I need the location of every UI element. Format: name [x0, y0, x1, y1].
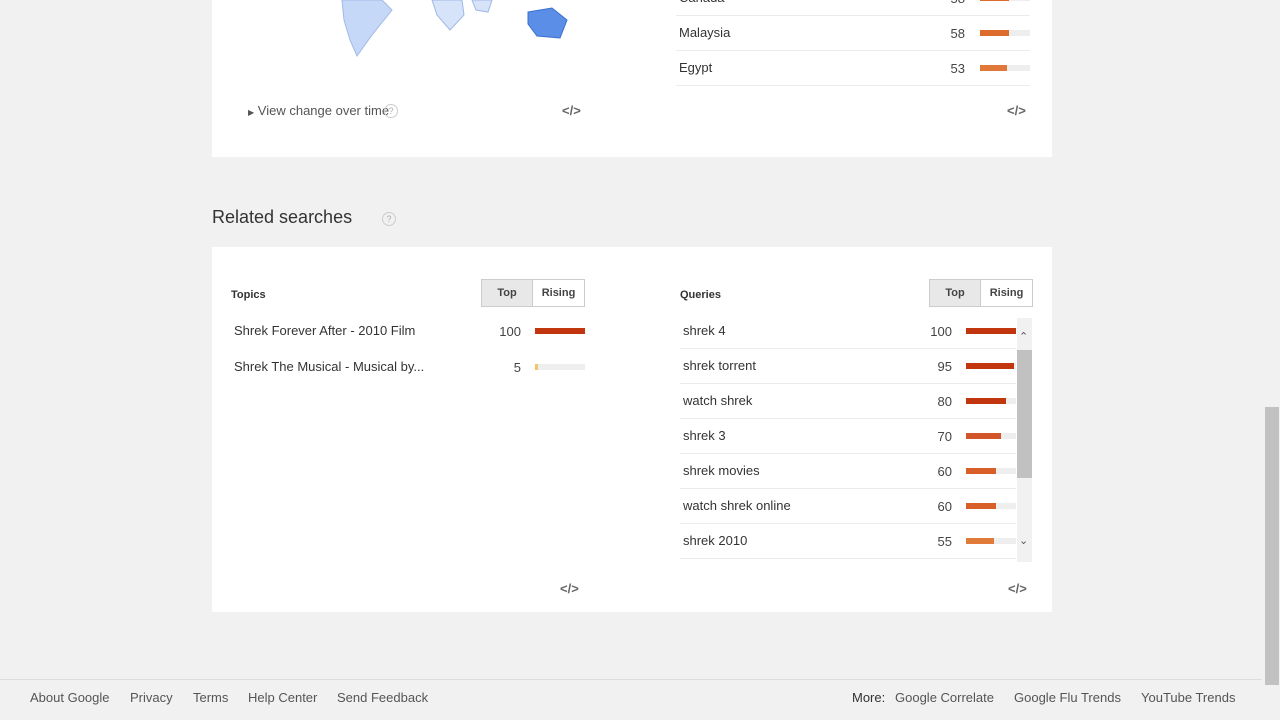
row-value: 55 [937, 534, 952, 549]
bar [966, 468, 996, 474]
footer-rule [0, 679, 1262, 680]
scroll-up[interactable]: ⌃ [1019, 331, 1029, 343]
row-label[interactable]: Shrek Forever After - 2010 Film [234, 323, 416, 338]
row-label[interactable]: watch shrek [683, 393, 753, 408]
row-label[interactable]: Malaysia [679, 25, 731, 40]
row-value: 58 [925, 0, 965, 6]
embed-icon[interactable]: </> [560, 581, 579, 596]
row-label[interactable]: shrek 3 [683, 428, 726, 443]
row-divider [680, 453, 1016, 454]
row-label[interactable]: Canada [679, 0, 725, 5]
row-label[interactable]: Egypt [679, 60, 713, 75]
panel-label: Queries [680, 289, 721, 301]
footer-link[interactable]: Terms [193, 690, 229, 705]
bar [535, 364, 538, 370]
row-divider [676, 50, 1030, 51]
row-label[interactable]: shrek torrent [683, 358, 756, 373]
bar [966, 363, 1014, 369]
row-divider [676, 15, 1030, 16]
tab[interactable]: Top [481, 279, 533, 307]
footer-link[interactable]: Google Flu Trends [1014, 690, 1121, 705]
row-divider [680, 383, 1016, 384]
page-scroll-thumb[interactable] [1265, 407, 1279, 685]
embed-icon[interactable]: </> [1007, 103, 1026, 118]
row-value: 53 [950, 61, 965, 76]
row-label[interactable]: shrek movies [683, 463, 760, 478]
view-change[interactable]: ▶ View change over time [248, 103, 390, 118]
tab[interactable]: Top [929, 279, 981, 307]
row-value: 80 [937, 394, 952, 409]
row-label[interactable]: watch shrek online [683, 498, 791, 513]
bar [966, 503, 996, 509]
row-divider [680, 558, 1016, 559]
bar [966, 538, 994, 544]
scroll-thumb[interactable] [1017, 350, 1032, 478]
scroll-down[interactable]: ⌄ [1019, 535, 1029, 547]
row-label[interactable]: shrek 2010 [683, 533, 748, 548]
bar-track [535, 364, 585, 370]
row-divider [680, 523, 1016, 524]
row-value: 100 [930, 324, 952, 339]
row-divider [680, 348, 1016, 349]
row-divider [680, 418, 1016, 419]
embed-icon[interactable]: </> [562, 103, 581, 118]
related-card: </> </> ⌃ ⌄ Topics Top Rising Queries Top Ris… [212, 247, 1052, 612]
footer-link[interactable]: YouTube Trends [1141, 690, 1236, 705]
help-icon[interactable]: ? [382, 212, 396, 226]
row-value: 5 [513, 360, 521, 375]
bar [980, 65, 1007, 71]
bar [535, 328, 585, 334]
footer-more: More: [852, 690, 886, 705]
footer-link[interactable]: Help Center [248, 690, 318, 705]
row-value: 100 [499, 324, 521, 339]
panel-label: Topics [231, 289, 266, 301]
geo-card: ▶ View change over time ? </> </> Canada… [212, 0, 1052, 157]
row-value: 60 [937, 499, 952, 514]
bar [980, 0, 1009, 1]
row-value: 70 [937, 429, 952, 444]
row-label[interactable]: shrek 4 [683, 323, 726, 338]
map [341, 0, 568, 58]
row-value: 58 [950, 26, 965, 41]
embed-icon[interactable]: </> [1008, 581, 1027, 596]
tab[interactable]: Rising [532, 279, 585, 307]
bar [966, 433, 1001, 439]
bar [966, 328, 1016, 334]
row-value: 60 [937, 464, 952, 479]
footer-link[interactable]: About Google [30, 690, 110, 705]
footer-link[interactable]: Google Correlate [895, 690, 994, 705]
footer-link[interactable]: Send Feedback [337, 690, 429, 705]
bar [966, 398, 1006, 404]
section-title: Related searches [212, 207, 353, 227]
row-divider [680, 488, 1016, 489]
row-label[interactable]: Shrek The Musical - Musical by... [234, 359, 425, 374]
footer-link[interactable]: Privacy [130, 690, 173, 705]
help-icon[interactable]: ? [384, 104, 398, 118]
bar [980, 30, 1009, 36]
row-value: 95 [937, 359, 952, 374]
row-divider [676, 85, 1030, 86]
tab[interactable]: Rising [980, 279, 1033, 307]
